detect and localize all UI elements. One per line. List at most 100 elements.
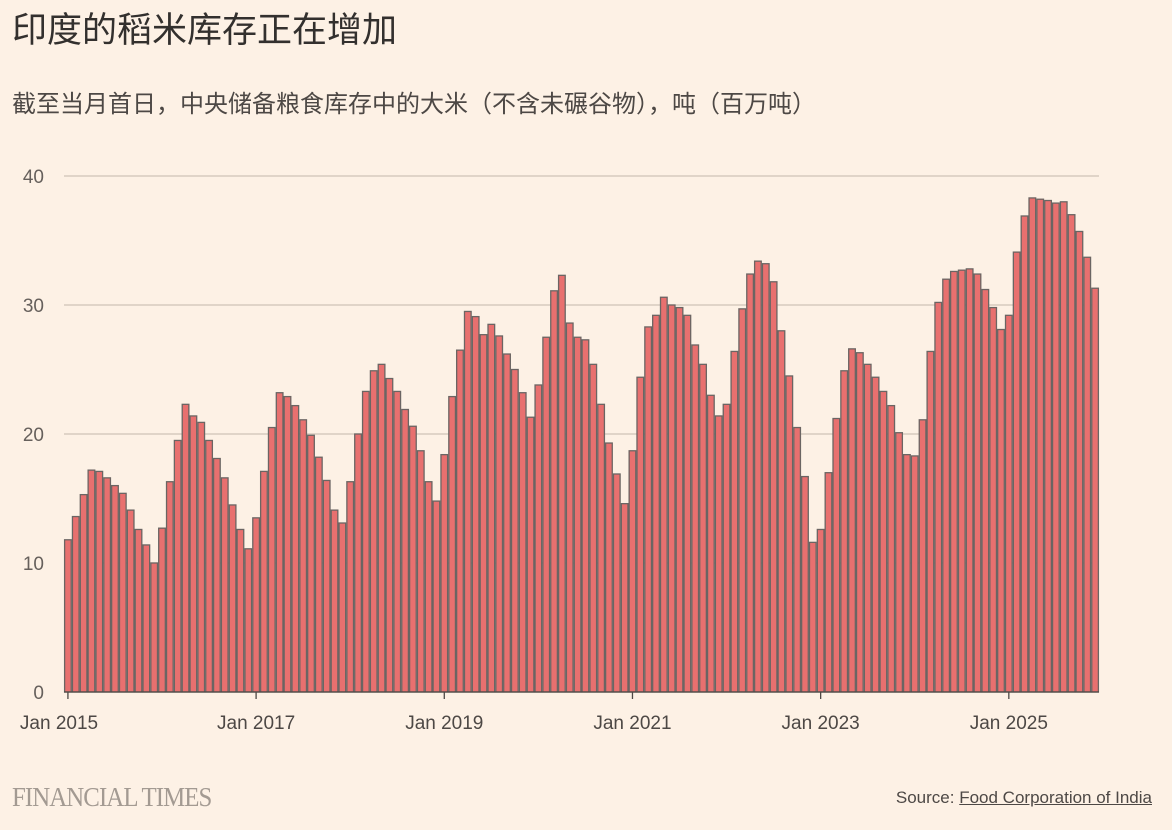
- x-tick-label: Jan 2019: [405, 713, 483, 734]
- bar: [918, 419, 927, 693]
- bar: [299, 419, 308, 693]
- bar: [848, 348, 856, 693]
- bar: [997, 328, 1005, 693]
- bar: [463, 310, 472, 693]
- bar: [283, 395, 292, 693]
- bar: [142, 544, 151, 693]
- bar: [212, 457, 221, 693]
- bar: [165, 481, 174, 693]
- bar: [604, 442, 613, 693]
- bar: [110, 484, 119, 693]
- bar: [981, 288, 990, 693]
- bar: [597, 403, 606, 693]
- bar: [150, 562, 159, 693]
- bar: [824, 472, 833, 693]
- bar: [636, 376, 645, 693]
- bar: [542, 336, 551, 693]
- bar: [314, 456, 323, 693]
- x-tick-label: Jan 2025: [970, 713, 1048, 734]
- source-prefix: Source:: [895, 788, 960, 807]
- bar: [228, 504, 237, 693]
- bar: [910, 455, 919, 693]
- bar: [126, 509, 135, 693]
- bar: [659, 296, 668, 693]
- bar: [1059, 201, 1068, 693]
- bar: [408, 425, 417, 693]
- bar: [706, 394, 715, 693]
- bar: [63, 539, 72, 693]
- bar: [87, 469, 96, 693]
- bar: [385, 377, 394, 693]
- bar: [902, 453, 911, 693]
- y-tick-label: 30: [23, 296, 44, 317]
- source-link[interactable]: Food Corporation of India: [959, 788, 1152, 807]
- bar: [479, 334, 488, 693]
- bar: [503, 353, 511, 693]
- bar: [942, 278, 951, 693]
- bar: [471, 315, 480, 693]
- bar: [675, 306, 684, 693]
- bar: [244, 548, 253, 693]
- bar: [761, 263, 770, 693]
- bar: [683, 314, 692, 693]
- bar: [71, 515, 80, 693]
- bar: [973, 273, 982, 693]
- axes: 0 10 20 30 40 Jan 2015 Jan 2017 Jan 2019 Jan 202…: [20, 167, 1099, 734]
- bar: [612, 473, 621, 693]
- bar: [1028, 197, 1037, 693]
- bar: [354, 433, 363, 693]
- chart-subtitle: 截至当月首日，中央储备粮食库存中的大米（不含未碾谷物），吨（百万吨）: [12, 90, 816, 118]
- bar: [691, 344, 700, 693]
- bar: [275, 392, 284, 693]
- bar: [722, 403, 731, 693]
- bar: [220, 477, 229, 693]
- bar: [95, 470, 104, 693]
- bar: [667, 304, 676, 693]
- bar: [840, 370, 849, 693]
- bar: [730, 350, 739, 693]
- bar: [455, 349, 464, 693]
- y-tick-label: 20: [23, 425, 44, 446]
- bar: [949, 270, 958, 693]
- bar: [1036, 198, 1045, 693]
- bar: [346, 481, 355, 693]
- bar: [832, 417, 841, 693]
- bar: [879, 390, 888, 693]
- bar: [432, 500, 441, 693]
- bar: [307, 434, 315, 693]
- bar: [926, 350, 935, 693]
- bar: [267, 426, 276, 693]
- x-tick-label: Jan 2015: [20, 713, 98, 734]
- bar: [103, 477, 112, 693]
- bar: [808, 541, 817, 693]
- bar: [895, 432, 904, 693]
- bar: [887, 404, 896, 693]
- bar: [448, 395, 457, 693]
- bar: [714, 415, 723, 693]
- bar: [134, 528, 143, 693]
- ft-logo: FINANCIAL TIMES: [12, 782, 212, 812]
- x-tick-label: Jan 2021: [593, 713, 671, 734]
- bar: [557, 274, 566, 693]
- bar: [369, 370, 378, 693]
- bar: [181, 403, 190, 693]
- bar: [652, 314, 660, 693]
- x-tick-label: Jan 2023: [782, 713, 860, 734]
- bar: [1044, 199, 1053, 693]
- bar: [871, 376, 880, 693]
- bar: [330, 509, 339, 693]
- bar: [620, 503, 629, 693]
- x-tick-label: Jan 2017: [217, 713, 295, 734]
- y-tick-label: 10: [23, 554, 44, 575]
- bar: [1091, 287, 1100, 693]
- bar: [338, 522, 347, 693]
- bar: [424, 481, 433, 693]
- bar-chart: 0 10 20 30 40 Jan 2015 Jan 2017 Jan 2019 Jan 202…: [20, 167, 1100, 734]
- bar: [816, 528, 825, 693]
- bar: [581, 339, 590, 693]
- bar: [753, 260, 762, 693]
- bar: [550, 290, 559, 693]
- bar: [934, 301, 943, 693]
- bar: [322, 479, 331, 693]
- bar: [793, 426, 802, 693]
